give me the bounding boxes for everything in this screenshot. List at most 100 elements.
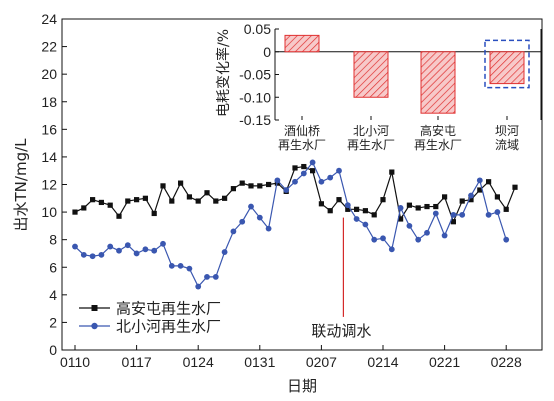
inset-y-axis-label: 电耗变化率/% [215, 29, 232, 117]
x-tick-label: 0124 [183, 354, 214, 370]
data-point [142, 195, 148, 201]
inset-y-tick-label: 0 [263, 44, 271, 60]
y-tick-label: 4 [49, 287, 57, 303]
data-point [459, 198, 465, 204]
data-point [80, 251, 87, 258]
data-point [124, 242, 131, 249]
data-point [116, 247, 122, 254]
data-point [151, 247, 158, 254]
x-tick-label: 0207 [306, 354, 337, 370]
data-point [265, 225, 272, 232]
inset-bar-chart: 0.050-0.05-0.10-0.15 酒仙桥再生水厂北小河再生水厂高安屯再生… [215, 21, 542, 152]
data-point [442, 194, 448, 200]
data-point [204, 274, 210, 280]
series-layer [72, 159, 518, 290]
legend-label: 高安屯再生水厂 [116, 300, 221, 318]
x-tick-label: 0214 [367, 354, 398, 370]
data-point [248, 183, 254, 189]
data-point [441, 232, 448, 239]
y-tick-label: 2 [49, 314, 57, 330]
data-point [116, 213, 122, 219]
data-point [90, 197, 96, 203]
data-point [476, 177, 483, 184]
legend-label: 北小河再生水厂 [116, 318, 221, 336]
data-point [433, 203, 439, 210]
data-point [257, 183, 263, 189]
data-point [415, 205, 421, 211]
data-point [107, 202, 113, 208]
data-point [503, 206, 509, 212]
y-tick-label: 14 [41, 149, 57, 165]
data-point [160, 183, 166, 189]
inset-category-label: 酒仙桥 [284, 124, 320, 138]
data-point [230, 186, 236, 192]
data-point [248, 203, 254, 210]
data-point [406, 222, 413, 229]
data-point [89, 253, 96, 260]
data-point [327, 174, 334, 181]
data-point [221, 249, 228, 255]
data-point [300, 170, 307, 177]
y-tick-label: 22 [41, 39, 57, 55]
data-point [318, 178, 325, 185]
data-point [485, 211, 492, 218]
data-point [195, 198, 201, 204]
inset-bar [284, 34, 320, 53]
data-point [274, 177, 281, 184]
data-point [336, 197, 342, 203]
data-point [301, 163, 307, 170]
data-point [512, 184, 518, 190]
data-point [310, 168, 316, 174]
data-point [344, 202, 351, 209]
data-point [212, 274, 219, 280]
legend-marker [91, 305, 98, 311]
y-tick-label: 12 [41, 177, 57, 193]
data-point [72, 243, 78, 250]
data-point [283, 187, 290, 193]
x-tick-label: 0221 [429, 354, 460, 370]
y-tick-label: 10 [41, 204, 57, 220]
data-point [380, 197, 386, 203]
data-point [292, 178, 298, 185]
data-point [160, 240, 166, 247]
data-point [354, 206, 360, 212]
data-point [107, 243, 114, 250]
inset-category-label: 再生水厂 [278, 138, 326, 152]
data-point [169, 198, 175, 204]
data-point [424, 203, 430, 210]
inset-bar [353, 51, 389, 98]
y-tick-label: 8 [49, 232, 57, 248]
data-point [450, 211, 457, 218]
data-point [177, 262, 184, 269]
data-point [468, 197, 474, 203]
data-point [134, 197, 140, 203]
inset-y-tick-label: -0.10 [239, 89, 271, 105]
data-point [195, 283, 202, 290]
data-point [204, 190, 210, 196]
data-point [398, 216, 404, 222]
data-point [362, 221, 369, 228]
inset-background [283, 29, 541, 150]
data-point [239, 218, 246, 225]
data-point [336, 167, 342, 174]
data-point [168, 262, 175, 269]
data-point [133, 250, 140, 257]
data-point [477, 187, 483, 193]
inset-category-label: 坝河 [495, 124, 519, 138]
main-x-axis: 0110 0117 0124 0131 0207 0214 0221 0228 [60, 345, 522, 370]
y-tick-label: 0 [49, 342, 57, 358]
data-point [309, 159, 316, 166]
inset-category-label: 再生水厂 [414, 138, 462, 152]
data-point [230, 228, 237, 235]
data-point [459, 211, 466, 218]
annotation: 联动调水 [311, 217, 371, 340]
data-point [239, 180, 245, 186]
data-point [494, 194, 500, 200]
data-point [222, 195, 228, 201]
inset-y-tick-label: -0.15 [239, 112, 271, 128]
data-point [380, 235, 386, 242]
